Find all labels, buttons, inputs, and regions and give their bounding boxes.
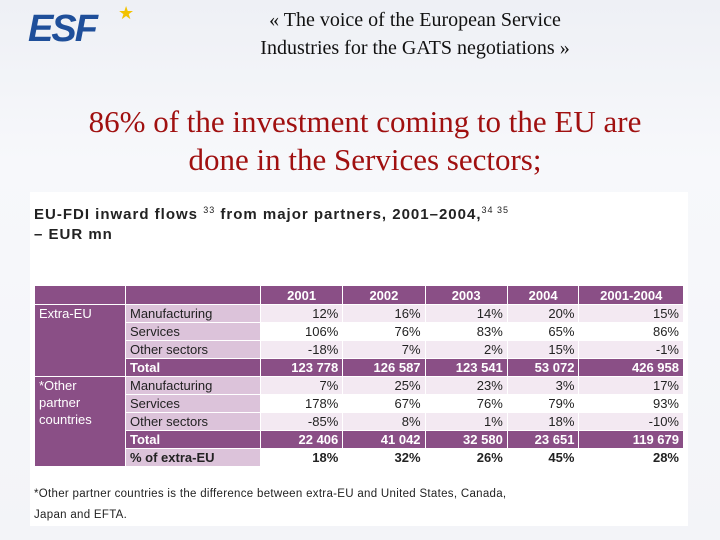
table-row: Other sectors -18% 7% 2% 15% -1% <box>35 340 684 359</box>
column-header: 2002 <box>342 285 426 305</box>
table-cell: 126 587 <box>342 358 426 377</box>
table-header-row: 2001 2002 2003 2004 2001-2004 <box>34 285 684 305</box>
table-footnote: *Other partner countries is the differen… <box>34 484 684 526</box>
table-cell: 106% <box>259 322 344 341</box>
table-cell: -18% <box>259 340 344 359</box>
table-cell: 3% <box>506 376 580 395</box>
table-cell: 26% <box>424 448 508 467</box>
row-label: Total <box>125 430 261 449</box>
table-cell: 86% <box>578 322 684 341</box>
row-label: Total <box>125 358 261 377</box>
table-cell: 426 958 <box>578 358 684 377</box>
logo-text: ESF <box>28 8 98 50</box>
header-blank-1 <box>34 285 126 305</box>
group-label-extra-eu: Extra-EU <box>34 304 126 377</box>
table-cell: 28% <box>578 448 684 467</box>
headline-line-1: 86% of the investment coming to the EU a… <box>88 104 642 139</box>
table-row: Services 178% 67% 76% 79% 93% <box>35 394 684 413</box>
row-label: Manufacturing <box>125 304 261 323</box>
table-cell: 25% <box>342 376 426 395</box>
table-cell: 20% <box>506 304 580 323</box>
table-cell: 67% <box>342 394 426 413</box>
column-header: 2004 <box>506 285 580 305</box>
table-cell: 93% <box>578 394 684 413</box>
table-cell: 18% <box>259 448 344 467</box>
table-cell: 2% <box>424 340 508 359</box>
table-cell: 32% <box>342 448 426 467</box>
table-row: Other sectors -85% 8% 1% 18% -10% <box>35 412 684 431</box>
fdi-figure: EU-FDI inward flows 33 from major partne… <box>30 192 688 526</box>
figure-title-sup-2: 34 35 <box>481 205 510 215</box>
column-header: 2001 <box>259 285 344 305</box>
row-label: Other sectors <box>125 340 261 359</box>
table-cell: 79% <box>506 394 580 413</box>
header-blank-2 <box>125 285 261 305</box>
table-cell: 83% <box>424 322 508 341</box>
row-label: Other sectors <box>125 412 261 431</box>
table-cell: 22 406 <box>259 430 344 449</box>
fdi-table: 2001 2002 2003 2004 2001-2004 Extra-EU M… <box>34 285 684 467</box>
table-cell: 32 580 <box>424 430 508 449</box>
esf-logo: ESF ★ <box>28 4 138 48</box>
star-icon: ★ <box>118 3 135 23</box>
table-cell: 15% <box>506 340 580 359</box>
table-cell: 76% <box>342 322 426 341</box>
table-cell: 45% <box>506 448 580 467</box>
table-cell: 123 541 <box>424 358 508 377</box>
figure-title-line-2: – EUR mn <box>34 226 113 243</box>
figure-title-part-1: EU-FDI inward flows <box>34 206 199 223</box>
row-label: Services <box>125 394 261 413</box>
row-label: Services <box>125 322 261 341</box>
table-cell: -85% <box>259 412 344 431</box>
table-cell: 15% <box>578 304 684 323</box>
slide-headline: 86% of the investment coming to the EU a… <box>20 103 710 179</box>
figure-title: EU-FDI inward flows 33 from major partne… <box>34 200 684 245</box>
row-label: % of extra-EU <box>125 448 261 467</box>
table-cell: 7% <box>342 340 426 359</box>
column-header: 2003 <box>424 285 508 305</box>
table-cell: -10% <box>578 412 684 431</box>
header-line-1: « The voice of the European Service <box>269 9 561 31</box>
headline-line-2: done in the Services sectors; <box>188 142 542 177</box>
table-cell: 65% <box>506 322 580 341</box>
table-cell: 17% <box>578 376 684 395</box>
footnote-line-1: *Other partner countries is the differen… <box>34 488 507 500</box>
table-cell: 23 651 <box>506 430 580 449</box>
figure-title-sup-1: 33 <box>203 205 216 215</box>
table-cell: 8% <box>342 412 426 431</box>
table-cell: 14% <box>424 304 508 323</box>
table-cell: 119 679 <box>578 430 684 449</box>
figure-title-part-2: from major partners, 2001–2004, <box>215 206 482 223</box>
table-cell: 16% <box>342 304 426 323</box>
table-cell: -1% <box>578 340 684 359</box>
group-label-other-partners: *Other partner countries <box>34 376 126 467</box>
table-cell: 7% <box>259 376 344 395</box>
table-cell: 41 042 <box>342 430 426 449</box>
table-cell: 53 072 <box>506 358 580 377</box>
table-cell: 178% <box>259 394 344 413</box>
table-cell: 12% <box>259 304 344 323</box>
table-row-total: Total 22 406 41 042 32 580 23 651 119 67… <box>35 430 684 449</box>
table-cell: 123 778 <box>259 358 344 377</box>
slide-header: « The voice of the European Service Indu… <box>200 6 630 62</box>
table-cell: 23% <box>424 376 508 395</box>
footnote-line-2: Japan and EFTA. <box>34 509 128 521</box>
table-row-percent: % of extra-EU 18% 32% 26% 45% 28% <box>35 448 684 467</box>
header-line-2: Industries for the GATS negotiations » <box>260 37 570 59</box>
table-cell: 18% <box>506 412 580 431</box>
table-cell: 76% <box>424 394 508 413</box>
table-cell: 1% <box>424 412 508 431</box>
table-row: Extra-EU Manufacturing 12% 16% 14% 20% 1… <box>34 304 684 377</box>
table-row: Services 106% 76% 83% 65% 86% <box>35 322 684 341</box>
row-label: Manufacturing <box>125 376 261 395</box>
table-row-total: Total 123 778 126 587 123 541 53 072 426… <box>35 358 684 377</box>
table-row: *Other partner countries Manufacturing 7… <box>34 376 684 467</box>
column-header: 2001-2004 <box>578 285 684 305</box>
